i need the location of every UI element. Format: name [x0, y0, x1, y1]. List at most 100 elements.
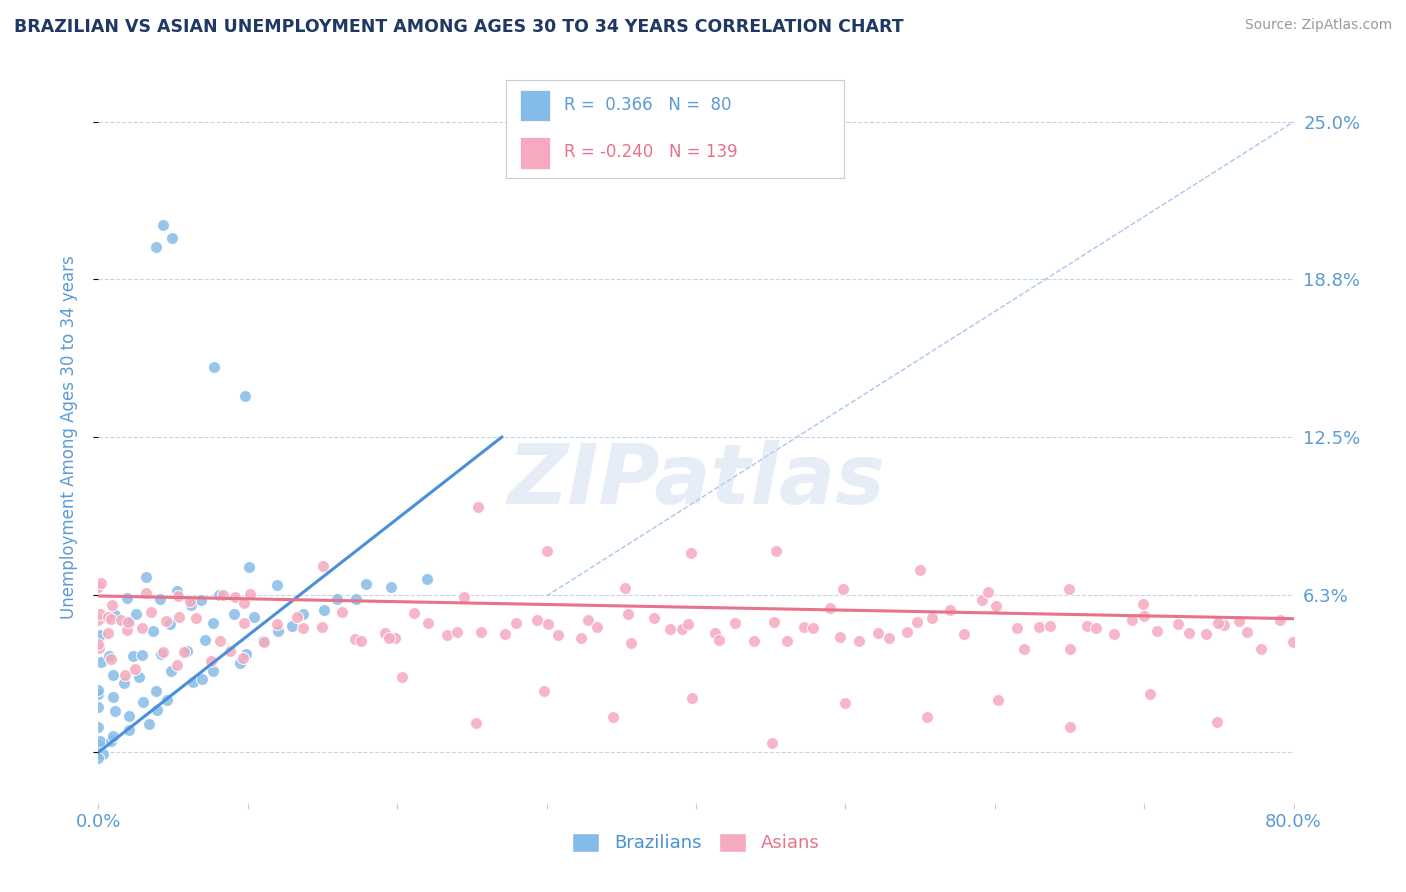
Point: [125, 607, 148, 621]
Point: [616, 607, 638, 622]
Point: [166, 658, 188, 673]
Point: [100, 652, 122, 666]
Point: [1132, 609, 1154, 624]
Point: [831, 582, 853, 596]
Point: [90, 576, 112, 591]
Point: [380, 580, 402, 594]
Point: [1282, 635, 1305, 649]
Point: [186, 611, 208, 625]
Point: [1195, 627, 1218, 641]
Point: [586, 620, 609, 634]
Point: [190, 592, 212, 607]
Point: [87, 720, 110, 734]
Point: [1206, 616, 1229, 631]
Point: [142, 624, 165, 638]
Point: [536, 543, 558, 558]
Point: [533, 684, 555, 698]
Point: [613, 581, 636, 595]
Text: R = -0.240   N = 139: R = -0.240 N = 139: [564, 143, 737, 161]
Point: [1213, 618, 1236, 632]
Point: [156, 693, 179, 707]
Point: [145, 684, 167, 698]
Point: [915, 710, 938, 724]
Point: [218, 644, 240, 658]
Point: [160, 665, 183, 679]
Point: [547, 628, 569, 642]
Point: [1059, 642, 1081, 657]
Point: [89, 628, 111, 642]
Point: [830, 630, 852, 644]
Point: [402, 606, 425, 620]
Point: [97, 625, 120, 640]
Point: [128, 670, 150, 684]
Point: [132, 695, 155, 709]
Point: [724, 615, 747, 630]
Point: [939, 602, 962, 616]
Point: [252, 633, 274, 648]
Point: [1139, 687, 1161, 701]
Point: [866, 625, 889, 640]
Y-axis label: Unemployment Among Ages 30 to 34 years: Unemployment Among Ages 30 to 34 years: [59, 255, 77, 619]
Point: [252, 635, 274, 649]
Point: [228, 656, 250, 670]
Point: [238, 560, 260, 574]
Point: [1059, 720, 1081, 734]
Point: [354, 576, 377, 591]
Point: [166, 589, 188, 603]
Point: [100, 612, 122, 626]
Point: [87, 683, 110, 698]
Point: [908, 563, 931, 577]
Point: [1167, 616, 1189, 631]
Point: [89, 734, 111, 748]
Point: [209, 634, 232, 648]
Point: [1057, 582, 1080, 596]
Point: [233, 389, 256, 403]
Point: [576, 613, 599, 627]
Point: [112, 675, 135, 690]
Point: [1085, 621, 1108, 635]
Point: [921, 611, 943, 625]
Point: [201, 665, 224, 679]
Point: [418, 616, 440, 631]
Point: [208, 588, 231, 602]
Point: [803, 621, 825, 635]
Point: [101, 690, 124, 705]
Point: [285, 610, 308, 624]
Point: [679, 546, 702, 560]
Point: [87, 687, 110, 701]
Point: [391, 670, 413, 684]
Point: [384, 632, 406, 646]
Point: [953, 626, 976, 640]
Point: [212, 588, 235, 602]
Point: [93, 747, 115, 761]
Point: [818, 601, 841, 615]
Point: [987, 693, 1010, 707]
Point: [344, 592, 367, 607]
Point: [115, 623, 138, 637]
Point: [467, 500, 489, 515]
Point: [1121, 613, 1143, 627]
Point: [377, 631, 399, 645]
Point: [201, 616, 224, 631]
Point: [1236, 624, 1258, 639]
Point: [131, 622, 153, 636]
Point: [643, 611, 665, 625]
Point: [793, 620, 815, 634]
Point: [118, 709, 141, 723]
Point: [312, 603, 335, 617]
Point: [312, 558, 335, 573]
Point: [146, 703, 169, 717]
Point: [149, 592, 172, 607]
Point: [526, 613, 548, 627]
Point: [110, 613, 132, 627]
Point: [232, 650, 254, 665]
Point: [1268, 613, 1291, 627]
Point: [1132, 597, 1154, 611]
Point: [1028, 620, 1050, 634]
FancyBboxPatch shape: [520, 137, 550, 169]
Point: [266, 616, 288, 631]
Point: [1076, 618, 1098, 632]
Point: [848, 633, 870, 648]
Point: [972, 592, 994, 607]
Point: [122, 649, 145, 664]
